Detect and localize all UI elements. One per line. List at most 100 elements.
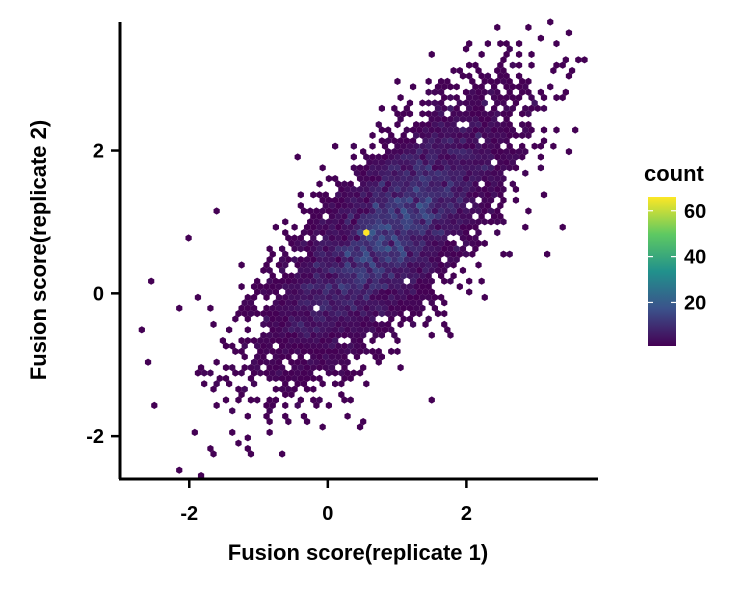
hexbin-cell [500,196,507,204]
hexbin-cell [197,472,205,480]
hexbin-cell [291,331,298,339]
hexbin-cell [307,283,314,291]
hexbin-cell [279,299,286,307]
hexbin-cell [366,158,373,166]
hexbin-cell [360,234,367,242]
hexbin-cell [438,207,445,215]
hexbin-cell [282,218,289,226]
hexbin-cell [419,110,426,118]
hexbin-cell [434,180,442,188]
hexbin-cell [450,67,457,75]
hexbin-cell [388,218,395,226]
hexbin-cell [319,423,326,431]
hexbin-cell [491,148,498,156]
hexbin-cell [226,326,233,334]
hexbin-cell [316,342,323,350]
hexbin-cell [444,229,451,237]
hexbin-cell [325,293,332,301]
hexbin-cell [434,169,442,177]
hexbin-cell [238,337,245,345]
hexbin-cell [378,266,385,274]
hexbin-cell [372,353,379,361]
hexbin-cell [250,304,258,312]
hexbin-cell [497,180,504,188]
hexbin-cell [494,185,501,193]
hexbin-cell [494,110,501,118]
hexbin-cell [431,88,438,96]
hexbin-cell [385,158,392,166]
hexbin-cell [338,272,345,280]
hexbin-cell [360,266,367,274]
hexbin-cell [307,326,314,334]
hexbin-cell [347,202,354,210]
hexbin-cell [356,229,364,237]
hexbin-cell [481,142,488,150]
hexbin-cell [356,283,364,291]
hexbin-cell [300,347,308,355]
hexbin-cell [266,396,273,404]
hexbin-cell [316,266,323,274]
hexbin-cell [288,293,295,301]
hexbin-cell [394,164,401,172]
hexbin-cell [406,261,414,269]
hexbin-cell [388,250,395,258]
hexbin-cell [341,310,348,318]
hexbin-cell [300,293,308,301]
hexbin-cell [319,293,326,301]
hexbin-cell [481,239,488,247]
hexbin-cell [497,61,504,69]
hexbin-cell [385,223,392,231]
hexbin-cell [247,299,255,307]
hexbin-cell [222,374,230,382]
hexbin-cell [238,261,245,269]
hexbin-cell [335,288,342,296]
hexbin-cell [332,175,339,183]
hexbin-cell [434,266,442,274]
hexbin-cell [260,320,267,328]
hexbin-cell [487,164,495,172]
hexbin-cell [419,261,426,269]
hexbin-cell [279,266,286,274]
hexbin-cell [350,218,357,226]
hexbin-cell [400,142,407,150]
hexbin-cell [366,266,373,274]
hexbin-cell [503,104,510,112]
hexbin-cell [553,126,560,134]
hexbin-cell [397,212,404,220]
hexbin-cell [484,115,492,123]
hexbin-cell [260,266,267,274]
hexbin-cell [400,196,407,204]
hexbin-cell [213,380,220,388]
hexbin-cell [378,104,385,112]
hexbin-cell [378,277,385,285]
hexbin-cell [378,169,385,177]
hexbin-cell [313,326,320,334]
hexbin-cell [462,110,470,118]
hexbin-cell [406,304,414,312]
hexbin-cell [372,310,379,318]
hexbin-cell [428,191,435,199]
hexbin-cell [388,196,395,204]
hexbin-cell [294,326,301,334]
hexbin-cell [413,304,420,312]
hexbin-cell [291,256,298,264]
hexbin-cell [356,250,364,258]
hexbin-cell [341,202,348,210]
hexbin-cell [194,369,202,377]
hexbin-cell [422,256,429,264]
hexbin-cell [322,353,329,361]
hexbin-cell [397,137,404,145]
hexbin-cell [403,180,410,188]
hexbin-cell [447,158,454,166]
hexbin-cell [366,180,373,188]
hexbin-cell [341,266,348,274]
hexbin-cell [487,185,495,193]
hexbin-cell [375,293,382,301]
hexbin-cell [282,380,289,388]
hexbin-cell [263,283,270,291]
hexbin-cell [250,283,258,291]
hexbin-cell [353,266,361,274]
hexbin-cell [350,185,357,193]
hexbin-cell [559,61,566,69]
hexbin-cell [375,164,382,172]
